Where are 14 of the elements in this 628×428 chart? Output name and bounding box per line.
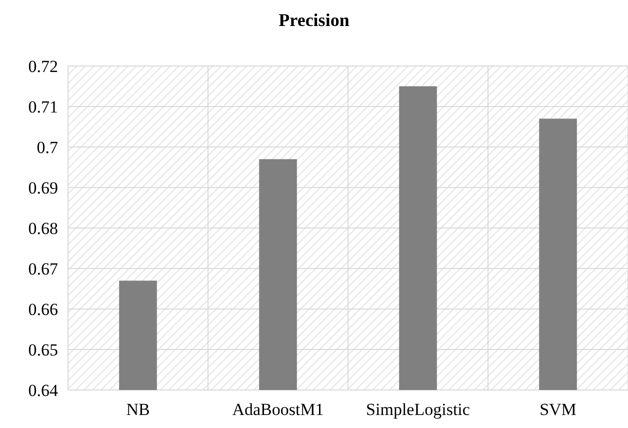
x-tick-label: SimpleLogistic bbox=[366, 400, 470, 419]
y-tick-label: 0.71 bbox=[28, 97, 58, 116]
y-tick-label: 0.68 bbox=[28, 218, 58, 238]
y-tick-label: 0.67 bbox=[28, 259, 58, 278]
y-tick-label: 0.66 bbox=[28, 300, 58, 319]
y-tick-label: 0.7 bbox=[36, 138, 58, 157]
y-tick-label: 0.72 bbox=[28, 56, 58, 76]
x-tick-label: NB bbox=[126, 400, 150, 419]
x-tick-label: AdaBoostM1 bbox=[232, 400, 324, 419]
x-tick-label: SVM bbox=[540, 400, 576, 419]
chart-title: Precision bbox=[278, 10, 350, 30]
y-tick-label: 0.65 bbox=[28, 340, 58, 360]
y-tick-label: 0.69 bbox=[28, 178, 58, 198]
y-tick-label: 0.64 bbox=[28, 380, 58, 400]
